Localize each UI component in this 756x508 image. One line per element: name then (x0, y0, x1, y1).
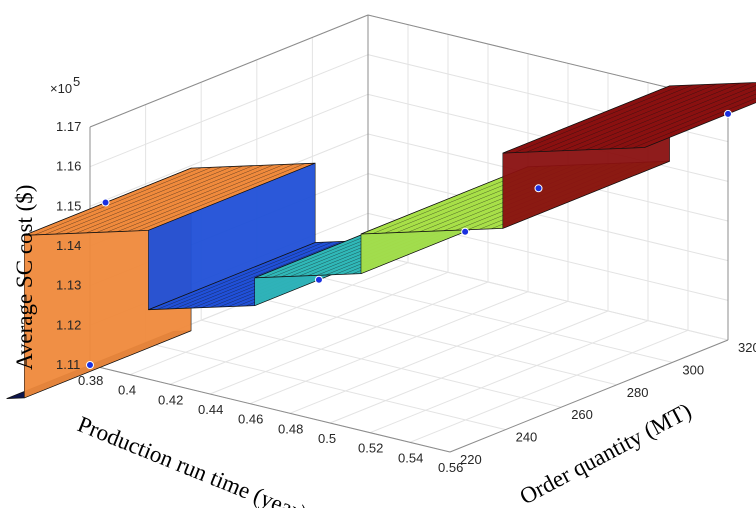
surface-mesh-line (106, 164, 274, 233)
grid-line (145, 342, 506, 431)
x-tick-label: 0.5 (318, 431, 336, 446)
surface-mesh-line (609, 89, 756, 150)
surface-mesh-line (538, 84, 706, 152)
z-tick-label: 1.13 (56, 278, 81, 293)
surface-mesh-line (137, 163, 305, 232)
grid-line (256, 297, 617, 386)
surface-plateau (502, 82, 756, 154)
z-tick-label: 1.14 (56, 238, 81, 253)
z-exponent-power: 5 (73, 74, 80, 89)
grid-line (289, 300, 569, 414)
data-point (461, 227, 470, 236)
surface-mesh-line (174, 241, 342, 309)
axis-edge (89, 14, 369, 128)
grid-line (169, 271, 449, 385)
grid-line (367, 252, 729, 341)
surface-mesh-line (632, 98, 756, 149)
surface-mesh-line (585, 82, 753, 151)
surface-mesh-line (157, 241, 325, 310)
x-tick-label: 0.52 (358, 441, 383, 456)
z-exponent-label: ×10 (50, 81, 72, 96)
grid-line (312, 274, 673, 363)
grid-line (89, 54, 369, 168)
x-tick-label: 0.54 (398, 450, 423, 465)
grid-line (89, 93, 369, 207)
surface-mesh-line (86, 165, 254, 234)
x-tick-label: 0.44 (198, 402, 223, 417)
y-tick-label: 240 (516, 430, 538, 445)
surface-mesh-line (526, 84, 694, 153)
surface-mesh-line (75, 165, 243, 234)
z-tick-label: 1.17 (56, 119, 81, 134)
grid-line (249, 291, 529, 405)
data-point (534, 184, 543, 193)
z-tick-label: 1.16 (56, 159, 81, 174)
z-tick-label: 1.15 (56, 198, 81, 213)
surface-mesh-line (44, 167, 212, 235)
surface-mesh-line (549, 83, 717, 152)
axis-edge (449, 339, 729, 453)
x-axis-label: Production run time (year) (74, 411, 310, 508)
x-tick-label: 0.48 (278, 421, 303, 436)
tick-labels: 0.38 0.4 0.42 0.44 0.46 0.48 0.5 0.52 0.54 0.5622… (56, 119, 756, 475)
surface-mesh-line (620, 93, 756, 149)
highlighted-points (86, 109, 732, 369)
surface-mesh-line (34, 167, 202, 236)
data-point (101, 198, 110, 207)
x-tick-label: 0.56 (438, 460, 463, 475)
surface-mesh-line (55, 166, 223, 235)
data-point (724, 109, 732, 118)
surface-mesh-line (597, 85, 756, 150)
grid-line (369, 320, 649, 434)
y-tick-label: 220 (460, 452, 482, 467)
axis-edge (89, 364, 451, 453)
y-tick-label: 260 (571, 407, 593, 422)
y-tick-label: 280 (627, 385, 649, 400)
surface-mesh-line (573, 82, 741, 151)
surface-mesh-line (561, 83, 729, 151)
grid-line (409, 329, 689, 443)
z-tick-label: 1.12 (56, 317, 81, 332)
x-tick-label: 0.42 (158, 392, 183, 407)
z-tick-label: 1.11 (56, 357, 80, 372)
y-tick-label: 300 (682, 362, 704, 377)
surface-mesh-line (96, 165, 264, 233)
y-tick-label: 320 (738, 340, 756, 355)
surface-mesh-line (65, 166, 233, 234)
x-tick-label: 0.46 (238, 412, 263, 427)
data-point (86, 361, 94, 369)
data-point (314, 275, 323, 284)
grid-line (201, 319, 562, 408)
surface-mesh-line (127, 163, 295, 232)
z-axis-label: Average SC cost ($) (12, 185, 37, 370)
grid-line (367, 173, 729, 262)
grid-line (129, 262, 409, 376)
surface-mesh-line (166, 241, 333, 310)
surface (6, 82, 756, 399)
grid-line (329, 310, 609, 424)
grid-line (209, 281, 489, 395)
surface-mesh-line (117, 164, 285, 232)
x-tick-label: 0.4 (118, 383, 136, 398)
x-tick-label: 0.38 (78, 373, 103, 388)
surface-mesh-line (514, 85, 682, 153)
